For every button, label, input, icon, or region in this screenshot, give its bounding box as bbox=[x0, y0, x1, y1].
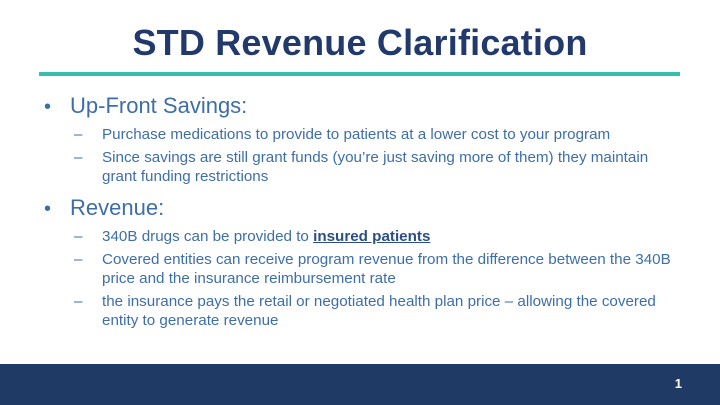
insured-patients-link[interactable]: insured patients bbox=[313, 228, 431, 245]
footer-bar: 1 bbox=[0, 364, 720, 405]
sub-bullet-text: Covered entities can receive program rev… bbox=[102, 251, 671, 287]
sub-bullet-prefix: 340B drugs can be provided to bbox=[102, 228, 314, 245]
slide-title: STD Revenue Clarification bbox=[132, 22, 588, 63]
sub-bullet: – Purchase medications to provide to pat… bbox=[74, 125, 674, 144]
dash-icon: – bbox=[74, 149, 83, 166]
bullet-dot-icon: • bbox=[44, 198, 52, 220]
sub-list: – Purchase medications to provide to pat… bbox=[74, 125, 674, 186]
sub-bullet-text: 340B drugs can be provided to insured pa… bbox=[102, 227, 674, 246]
bullet-label: Up-Front Savings: bbox=[70, 93, 248, 118]
sub-bullet: – 340B drugs can be provided to insured … bbox=[74, 227, 674, 246]
dash-icon: – bbox=[74, 126, 83, 143]
bullet-revenue: • Revenue: bbox=[44, 194, 674, 223]
sub-bullet: – Covered entities can receive program r… bbox=[74, 250, 674, 288]
sub-list: – 340B drugs can be provided to insured … bbox=[74, 227, 674, 330]
page-number: 1 bbox=[674, 376, 682, 391]
dash-icon: – bbox=[74, 293, 83, 310]
sub-bullet-text: the insurance pays the retail or negotia… bbox=[102, 293, 656, 329]
bullet-label: Revenue: bbox=[70, 195, 165, 220]
dash-icon: – bbox=[74, 228, 83, 245]
slide-content: • Up-Front Savings: – Purchase medicatio… bbox=[44, 92, 674, 338]
sub-bullet-text: Since savings are still grant funds (you… bbox=[102, 149, 649, 185]
sub-bullet: – Since savings are still grant funds (y… bbox=[74, 148, 674, 186]
sub-bullet: – the insurance pays the retail or negot… bbox=[74, 292, 674, 330]
sub-bullet-text: Purchase medications to provide to patie… bbox=[102, 126, 611, 143]
dash-icon: – bbox=[74, 251, 83, 268]
bullet-up-front-savings: • Up-Front Savings: bbox=[44, 92, 674, 121]
bullet-dot-icon: • bbox=[44, 96, 52, 118]
title-divider bbox=[39, 72, 680, 76]
